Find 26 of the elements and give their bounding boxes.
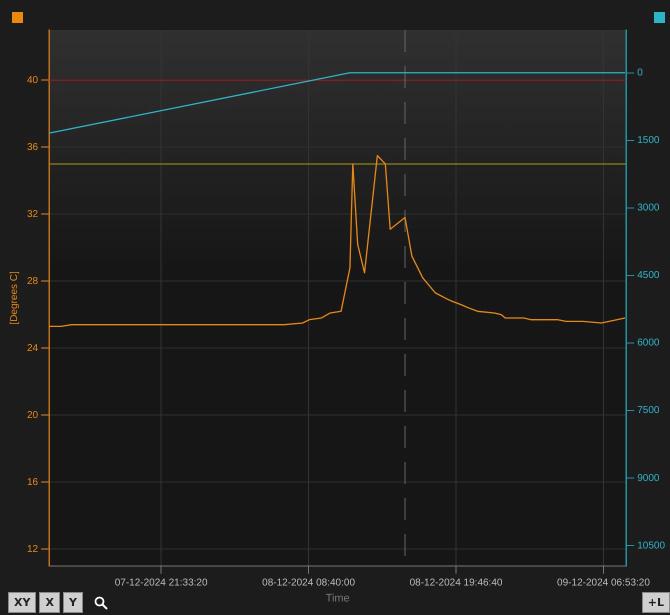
y2-tick-label: 4500 xyxy=(637,270,660,282)
y2-tick-label: 10500 xyxy=(637,540,666,552)
x-tick-label: 09-12-2024 06:53:20 xyxy=(557,578,650,589)
y-tick-label: 20 xyxy=(27,410,39,421)
y2-tick-label: 0 xyxy=(637,68,644,79)
x-tick-label: 07-12-2024 21:33:20 xyxy=(114,578,208,589)
x-tick-label: 08-12-2024 19:46:40 xyxy=(410,578,503,589)
y-tick-label: 40 xyxy=(27,74,39,86)
x-tick-label: 08-12-2024 08:40:00 xyxy=(262,578,356,589)
text: XY xyxy=(8,592,36,613)
y2-tick-label: 3000 xyxy=(637,202,660,214)
text: +L xyxy=(642,592,670,613)
y2-tick-label: 1500 xyxy=(637,135,660,146)
y-tick-label: 12 xyxy=(27,544,39,555)
x-axis-title: Time xyxy=(326,592,350,604)
y-tick-label: 16 xyxy=(27,476,39,488)
y-tick-label: 36 xyxy=(27,142,39,153)
text: X xyxy=(39,592,60,613)
y2-tick-label: 9000 xyxy=(637,472,660,484)
y-axis-title: [Degrees C] xyxy=(8,271,20,325)
y2-tick-label: 6000 xyxy=(637,338,660,349)
y-tick-label: 32 xyxy=(27,208,39,220)
y-tick-label: 24 xyxy=(27,342,39,354)
y-tick-label: 28 xyxy=(27,276,39,287)
y2-tick-label: 7500 xyxy=(637,405,660,416)
text: Y xyxy=(62,592,83,613)
